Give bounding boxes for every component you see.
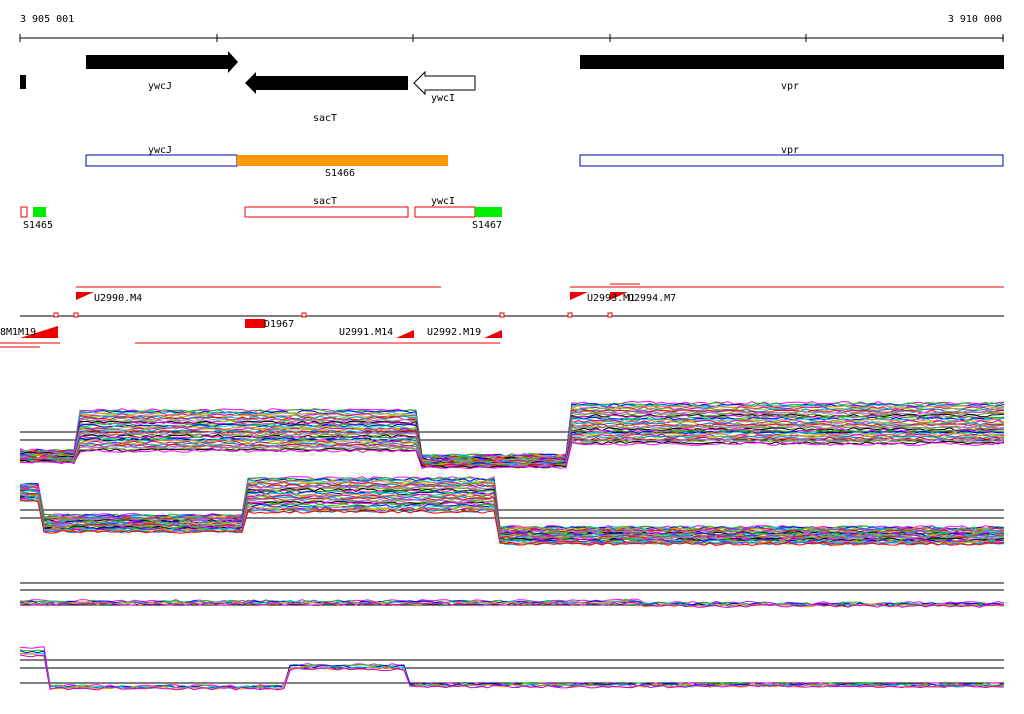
expression-line (19, 496, 1005, 544)
gene-track (20, 51, 1004, 96)
operon-label: ywcJ (148, 145, 172, 156)
operon-label: S1466 (325, 168, 355, 179)
expression-line (19, 499, 1005, 547)
operon-track (85, 154, 1004, 167)
transcript-label: U2990.M4 (94, 293, 142, 304)
gene-label: vpr (781, 81, 799, 92)
gene-label: ywcI (431, 93, 455, 104)
expression-line (20, 480, 1005, 532)
transcript-track (0, 283, 1004, 348)
expression-line (19, 646, 1005, 688)
transcript-label: U2993.M1 (587, 293, 635, 304)
expression-line (19, 402, 1005, 458)
expression-line (19, 498, 1005, 546)
transcript-label: U2994.M7 (628, 293, 676, 304)
transcript-label: U2992.M19 (427, 327, 481, 338)
segment-label: ywcI (431, 196, 455, 207)
expression-line (19, 601, 1005, 608)
expression-line (19, 441, 1005, 470)
expression-line (19, 435, 1005, 468)
expression-line (19, 600, 1005, 607)
expression-line (19, 654, 1004, 691)
transcript-label: 8M1M19 (0, 327, 36, 338)
segment-label: sacT (313, 196, 337, 207)
operon-label: vpr (781, 145, 799, 156)
transcript-label: U2991.M14 (339, 327, 393, 338)
segment-label: S1467 (472, 220, 502, 231)
axis-start: 3 905 001 (20, 14, 74, 25)
expression-line (19, 438, 1005, 469)
segment-label: S1465 (23, 220, 53, 231)
gene-label: sacT (313, 113, 337, 124)
segment-track (20, 206, 502, 218)
ruler (19, 34, 1004, 42)
expression-line (19, 420, 1005, 463)
expression-tracks (19, 400, 1005, 691)
transcript-label: D1967 (264, 319, 294, 330)
expression-line (20, 494, 1005, 541)
expression-line (19, 495, 1005, 542)
gene-label: ywcJ (148, 81, 172, 92)
expression-line (19, 649, 1005, 689)
axis-end: 3 910 000 (948, 14, 1002, 25)
expression-line (19, 411, 1005, 461)
